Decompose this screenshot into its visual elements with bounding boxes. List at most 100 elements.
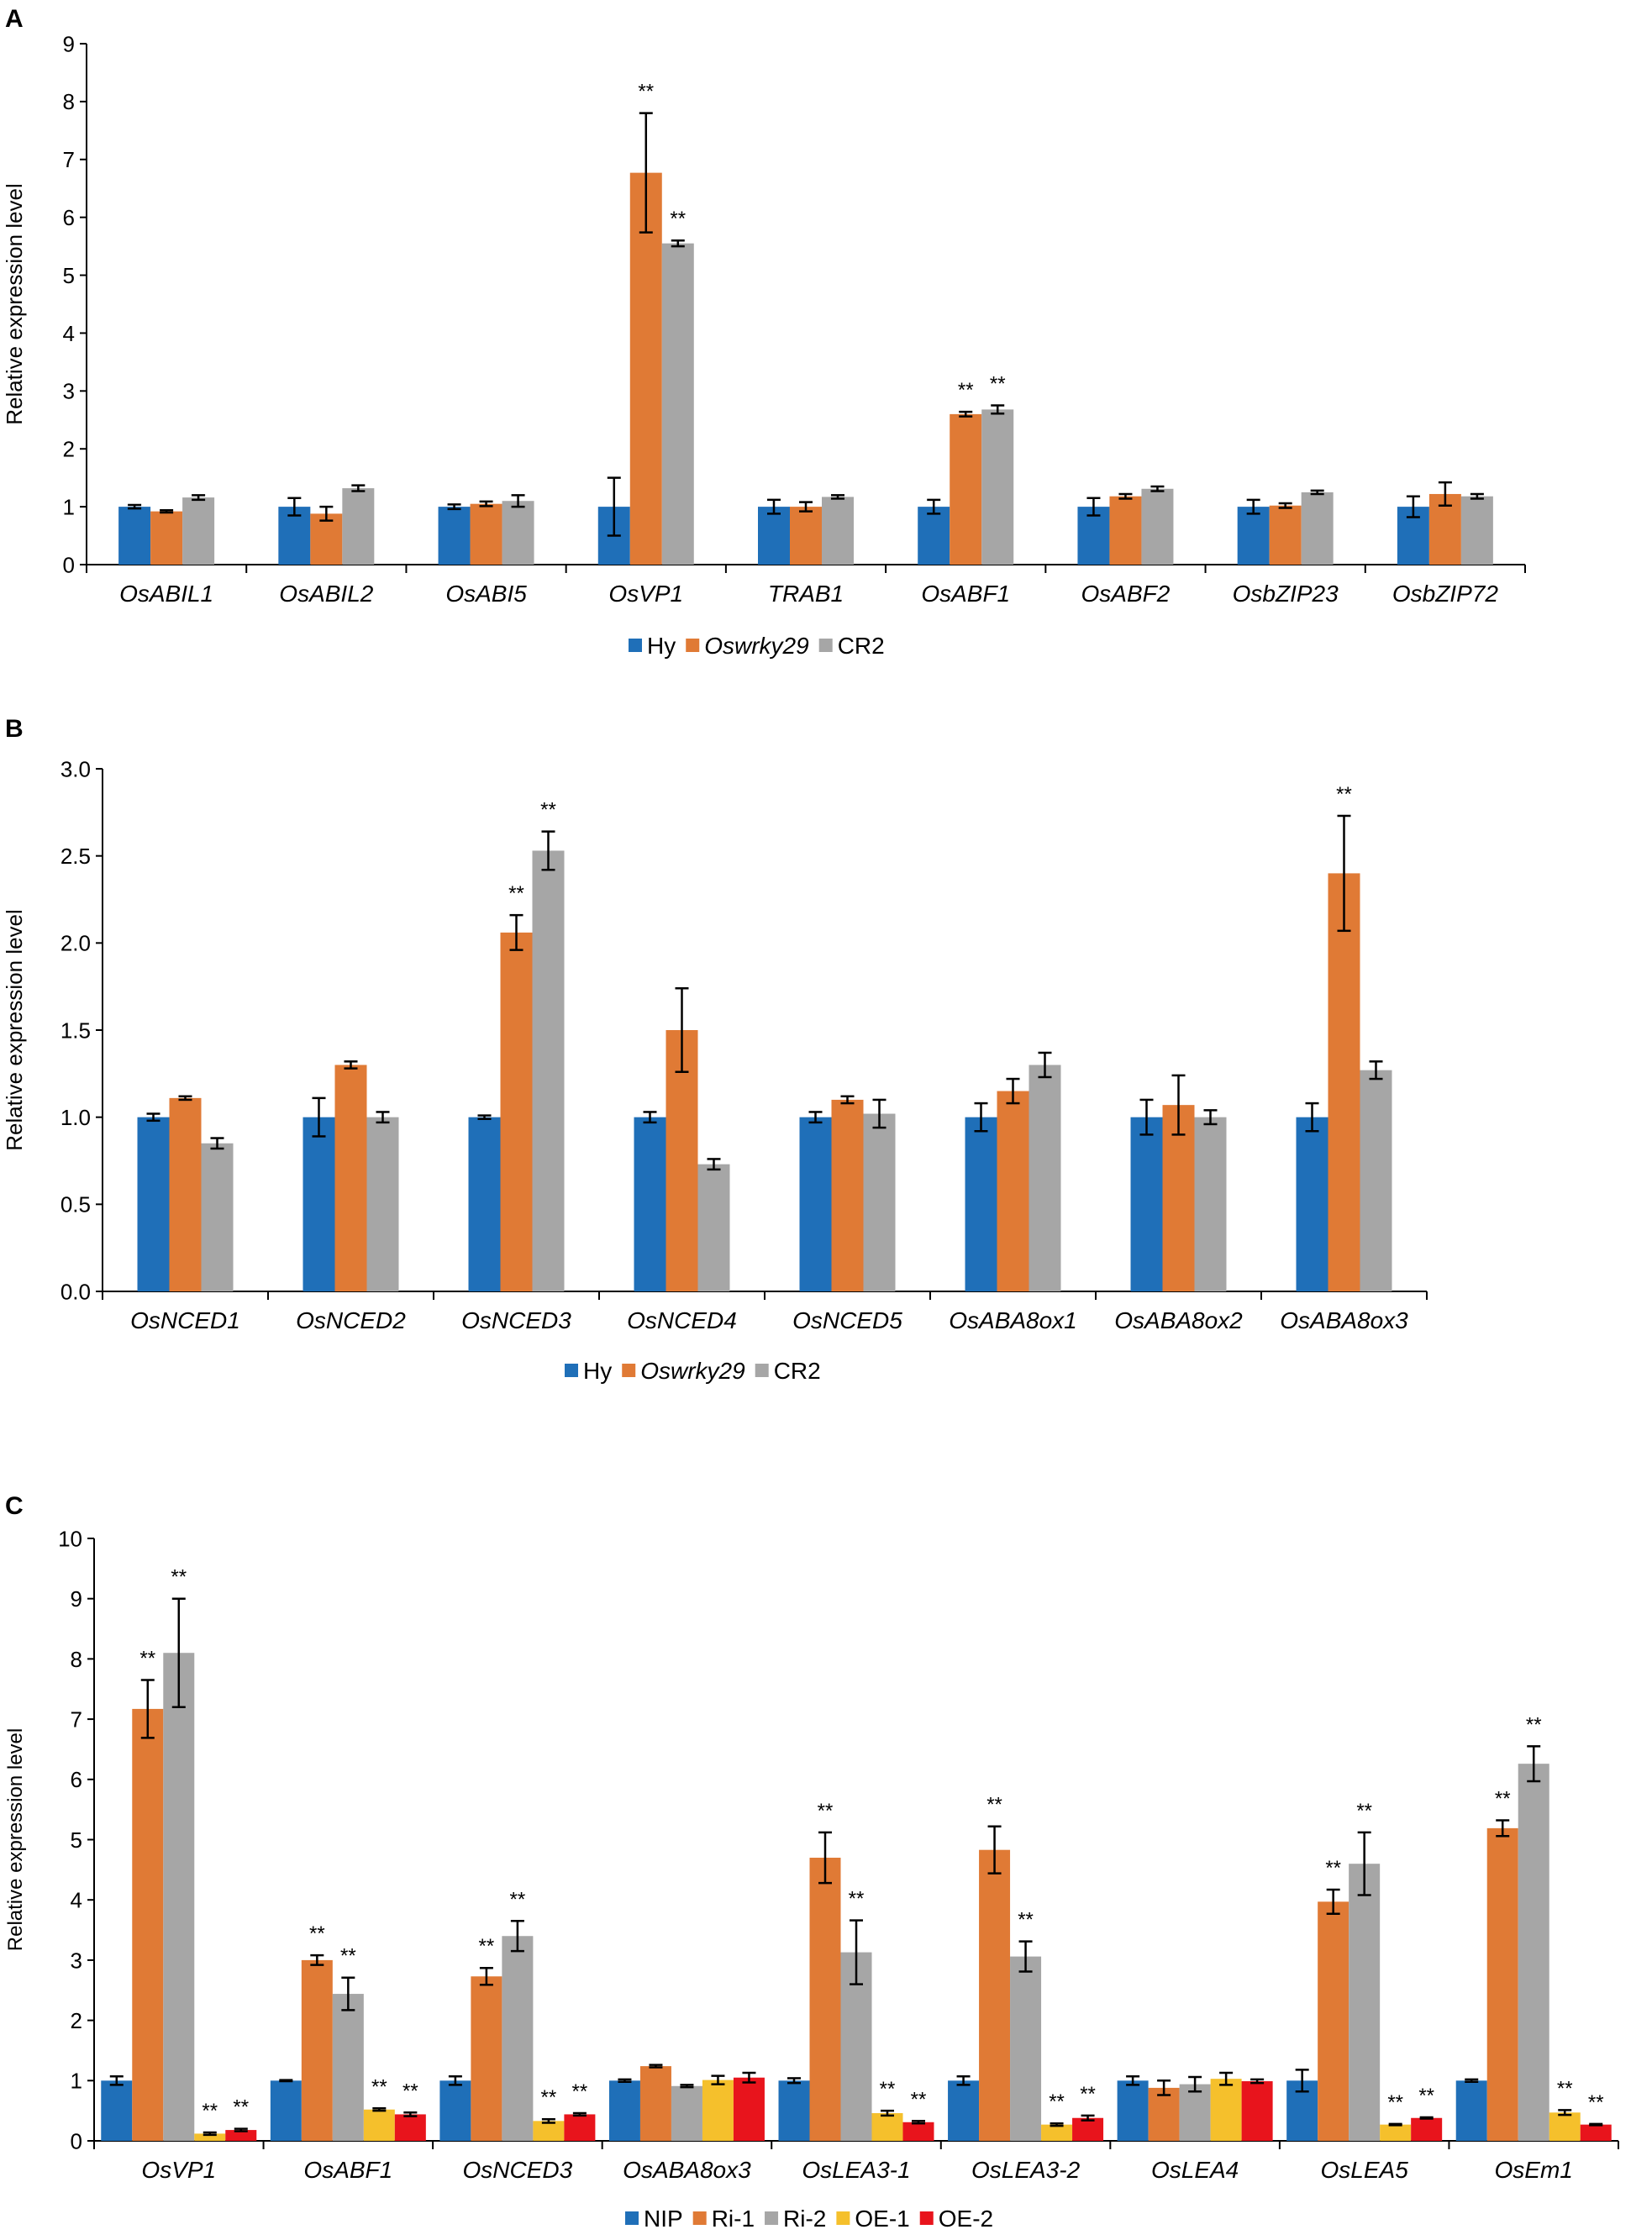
y-tick-label: 2 xyxy=(63,437,75,462)
panel-b-chart: 0.0 0.5 1.0 1.5 2.0 2.5 3.0 Relative expression… xyxy=(2,756,1428,1384)
panel-label-b: B xyxy=(5,715,24,743)
bar xyxy=(1460,496,1493,565)
bar xyxy=(310,513,343,565)
bar xyxy=(790,507,822,565)
bar xyxy=(502,501,534,565)
bar xyxy=(1360,1070,1392,1291)
legend-swatch xyxy=(919,2211,934,2225)
bar xyxy=(532,850,565,1291)
bar xyxy=(1210,2079,1242,2141)
significance-label: ** xyxy=(1356,1800,1372,1822)
y-tick-label: 1 xyxy=(63,494,75,519)
y-tick-label: 9 xyxy=(63,31,75,56)
legend-label: Oswrky29 xyxy=(704,633,808,659)
panel-a-chart: 0 1 2 3 4 5 6 7 8 9 Relative expression level OsABI… xyxy=(2,31,1526,659)
bar xyxy=(1109,496,1142,565)
significance-label: ** xyxy=(233,2096,249,2119)
x-category-label: OsABF2 xyxy=(1081,581,1171,607)
bar xyxy=(1328,873,1360,1291)
significance-label: ** xyxy=(1325,1857,1341,1880)
bar xyxy=(1072,2117,1104,2141)
bar xyxy=(822,497,854,565)
significance-label: ** xyxy=(572,2080,588,2103)
significance-label: ** xyxy=(402,2080,418,2102)
legend-swatch xyxy=(755,1364,769,1377)
bar xyxy=(468,1117,501,1291)
bar xyxy=(1318,1901,1349,2141)
bar xyxy=(363,2109,395,2141)
bar xyxy=(1580,2124,1612,2141)
x-category-label: OsABF1 xyxy=(921,581,1010,607)
panel-label-c: C xyxy=(5,1492,24,1520)
x-category-label: OsABIL1 xyxy=(119,581,213,607)
bar xyxy=(439,2080,471,2141)
legend-swatch xyxy=(629,639,642,652)
x-category-label: OsNCED1 xyxy=(130,1307,240,1333)
panel-label-a: A xyxy=(5,5,24,33)
bar xyxy=(502,1936,534,2141)
y-tick-label: 0 xyxy=(63,552,75,577)
x-category-label: OsLEA5 xyxy=(1321,2157,1409,2183)
significance-label: ** xyxy=(1049,2090,1065,2113)
bar xyxy=(303,1117,335,1291)
y-tick-label: 10 xyxy=(58,1526,82,1551)
x-category-label: OsEm1 xyxy=(1495,2157,1573,2183)
x-category-label: OsABA8ox3 xyxy=(1280,1307,1408,1333)
significance-label: ** xyxy=(479,1935,495,1958)
bar xyxy=(500,932,533,1291)
x-category-label: OsLEA3-2 xyxy=(971,2157,1081,2183)
y-tick-label: 5 xyxy=(71,1827,82,1853)
legend-label: Ri-1 xyxy=(712,2206,755,2232)
legend-swatch xyxy=(692,2211,707,2225)
bar xyxy=(871,2113,903,2141)
panel-c-chart: 0 1 2 3 4 5 6 7 8 9 10 Relative expression level OsV… xyxy=(4,1526,1619,2232)
significance-label: ** xyxy=(202,2100,218,2122)
significance-label: ** xyxy=(340,1945,356,1968)
bar xyxy=(918,507,950,565)
bar xyxy=(1518,1764,1549,2141)
x-category-label: OsLEA4 xyxy=(1151,2157,1239,2183)
y-tick-label: 7 xyxy=(71,1706,82,1732)
bar xyxy=(342,488,375,565)
x-category-label: OsABA8ox3 xyxy=(623,2157,751,2183)
y-tick-label: 0.0 xyxy=(61,1279,91,1304)
x-category-label: TRAB1 xyxy=(768,581,844,607)
bar xyxy=(564,2114,596,2141)
y-tick-label: 3 xyxy=(71,1948,82,1973)
legend-swatch xyxy=(836,2211,850,2225)
significance-label: ** xyxy=(990,373,1006,396)
bar xyxy=(334,1065,367,1291)
legend-swatch xyxy=(765,2211,779,2225)
significance-label: ** xyxy=(171,1566,187,1589)
bar xyxy=(194,2133,226,2141)
legend-label: Hy xyxy=(647,633,676,659)
significance-label: ** xyxy=(670,208,686,230)
bar xyxy=(1141,488,1174,565)
x-category-label: OsLEA3-1 xyxy=(802,2157,910,2183)
bar xyxy=(608,2080,640,2141)
y-tick-label: 4 xyxy=(63,321,75,346)
bar xyxy=(634,1117,666,1291)
bar xyxy=(965,1117,997,1291)
bar xyxy=(1130,1117,1163,1291)
significance-label: ** xyxy=(541,2086,557,2109)
bar xyxy=(799,1117,832,1291)
bar xyxy=(1029,1065,1061,1291)
bar xyxy=(1117,2080,1149,2141)
y-tick-label: 6 xyxy=(63,205,75,230)
bar xyxy=(137,1117,170,1291)
legend-swatch xyxy=(625,2211,639,2225)
x-category-label: OsbZIP72 xyxy=(1392,581,1498,607)
x-category-label: OsABF1 xyxy=(303,2157,392,2183)
bar xyxy=(1269,505,1302,565)
significance-label: ** xyxy=(958,379,974,402)
significance-label: ** xyxy=(510,1888,526,1911)
x-category-label: OsNCED3 xyxy=(461,1307,571,1333)
bar xyxy=(366,1117,399,1291)
significance-label: ** xyxy=(1495,1788,1511,1811)
legend-swatch xyxy=(686,639,700,652)
bar xyxy=(1010,1956,1042,2141)
bar xyxy=(979,1849,1011,2141)
significance-label: ** xyxy=(849,1888,865,1911)
bar xyxy=(1549,2112,1581,2141)
